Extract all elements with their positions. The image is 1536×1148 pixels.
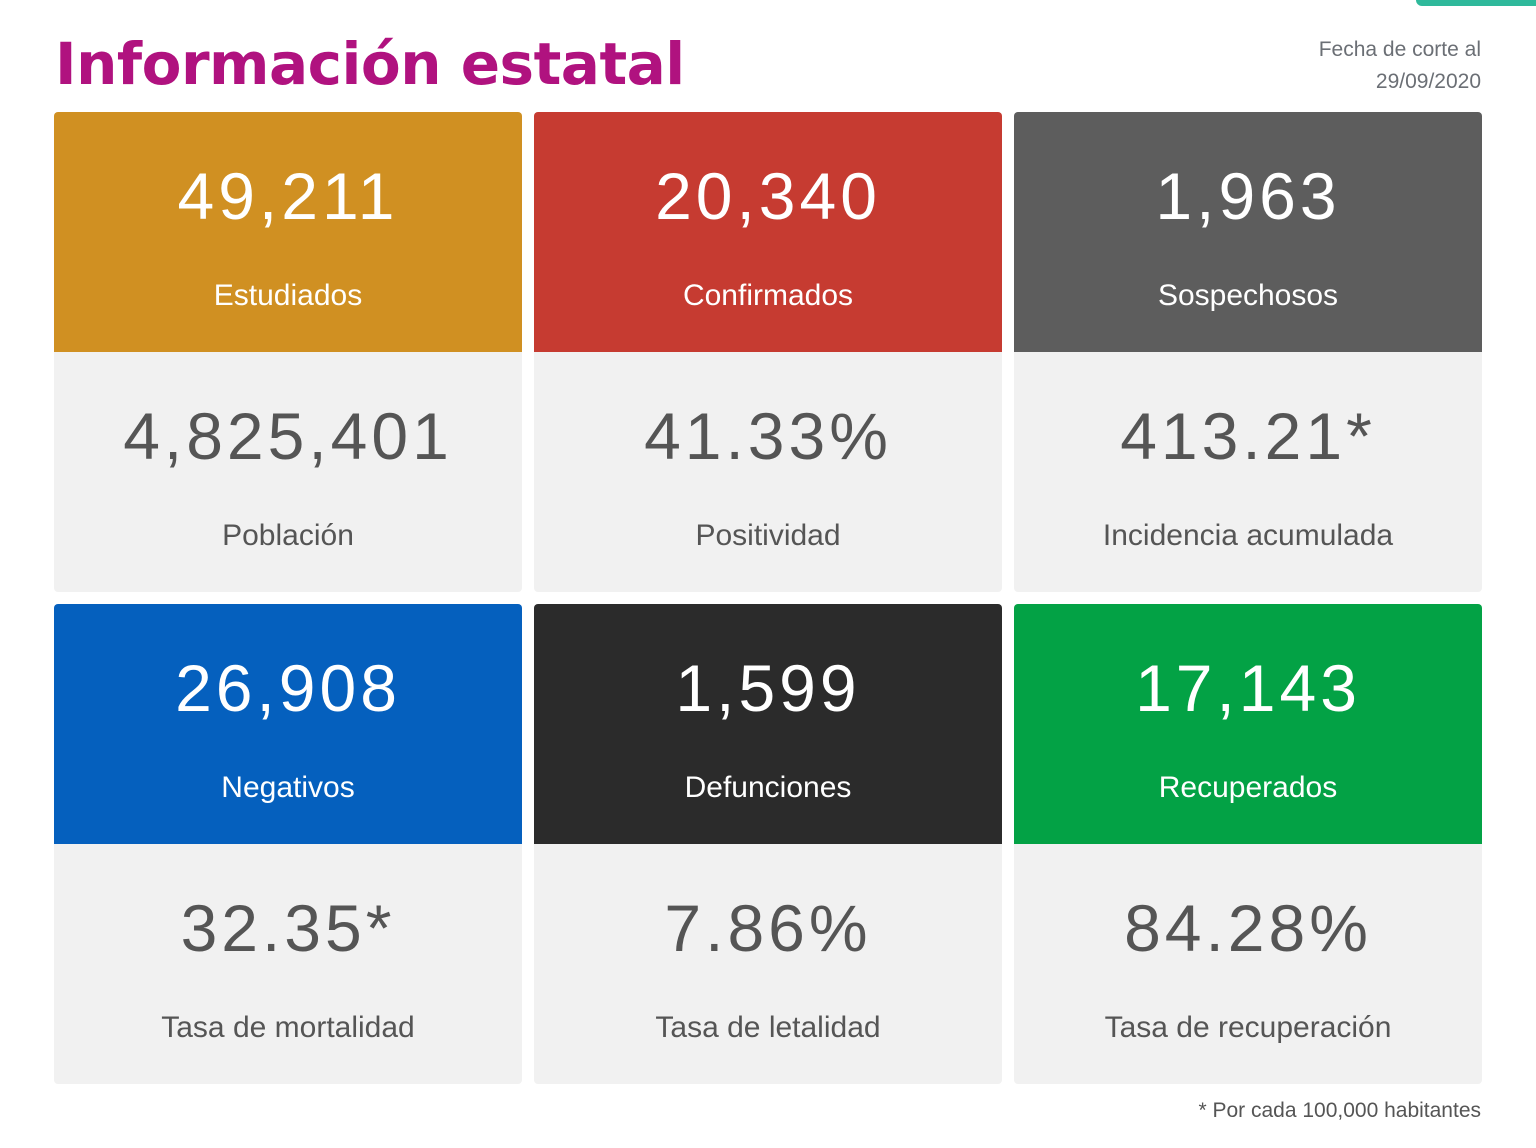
page-title: Información estatal	[55, 30, 685, 98]
stat-label: Tasa de letalidad	[655, 1011, 881, 1044]
stat-value: 49,211	[177, 159, 399, 233]
cutoff-date-label: Fecha de corte al	[1318, 38, 1481, 61]
stat-label: Población	[222, 519, 354, 552]
stat-card-recuperados: 17,143 Recuperados	[1014, 604, 1482, 844]
stat-card-negativos: 26,908 Negativos	[54, 604, 522, 844]
stat-value: 17,143	[1135, 651, 1361, 725]
stat-value: 20,340	[655, 159, 881, 233]
stat-label: Negativos	[221, 771, 355, 804]
stat-card-letalidad: 7.86% Tasa de letalidad	[534, 844, 1002, 1084]
stat-value: 32.35*	[180, 891, 396, 965]
stat-value: 1,599	[675, 651, 861, 725]
stat-card-defunciones: 1,599 Defunciones	[534, 604, 1002, 844]
stat-value: 41.33%	[644, 399, 892, 473]
cutoff-date: Fecha de corte al 29/09/2020	[1319, 34, 1481, 98]
stat-label: Positividad	[695, 519, 841, 552]
stat-value: 4,825,401	[123, 399, 453, 473]
footnote: * Por cada 100,000 habitantes	[1198, 1099, 1481, 1122]
cutoff-date-value: 29/09/2020	[1375, 70, 1481, 93]
stat-value: 1,963	[1155, 159, 1341, 233]
stat-label: Incidencia acumulada	[1102, 519, 1394, 552]
stat-label: Recuperados	[1158, 771, 1338, 804]
stat-card-incidencia: 413.21* Incidencia acumulada	[1014, 352, 1482, 592]
stats-grid: 49,211 Estudiados 20,340 Confirmados 1,963…	[54, 112, 1482, 1084]
stat-card-confirmados: 20,340 Confirmados	[534, 112, 1002, 352]
stat-value: 7.86%	[664, 891, 872, 965]
stat-card-sospechosos: 1,963 Sospechosos	[1014, 112, 1482, 352]
stat-card-poblacion: 4,825,401 Población	[54, 352, 522, 592]
stat-card-mortalidad: 32.35* Tasa de mortalidad	[54, 844, 522, 1084]
stat-label: Defunciones	[684, 771, 852, 804]
stat-label: Estudiados	[213, 279, 363, 312]
stat-label: Tasa de mortalidad	[161, 1011, 415, 1044]
stat-card-positividad: 41.33% Positividad	[534, 352, 1002, 592]
stat-label: Confirmados	[682, 279, 854, 312]
stat-value: 26,908	[175, 651, 401, 725]
top-accent-bar	[1416, 0, 1536, 6]
stat-label: Tasa de recuperación	[1104, 1011, 1392, 1044]
stat-value: 84.28%	[1124, 891, 1372, 965]
stat-label: Sospechosos	[1157, 279, 1339, 312]
stat-card-estudiados: 49,211 Estudiados	[54, 112, 522, 352]
stat-card-recuperacion: 84.28% Tasa de recuperación	[1014, 844, 1482, 1084]
stat-value: 413.21*	[1120, 399, 1376, 473]
